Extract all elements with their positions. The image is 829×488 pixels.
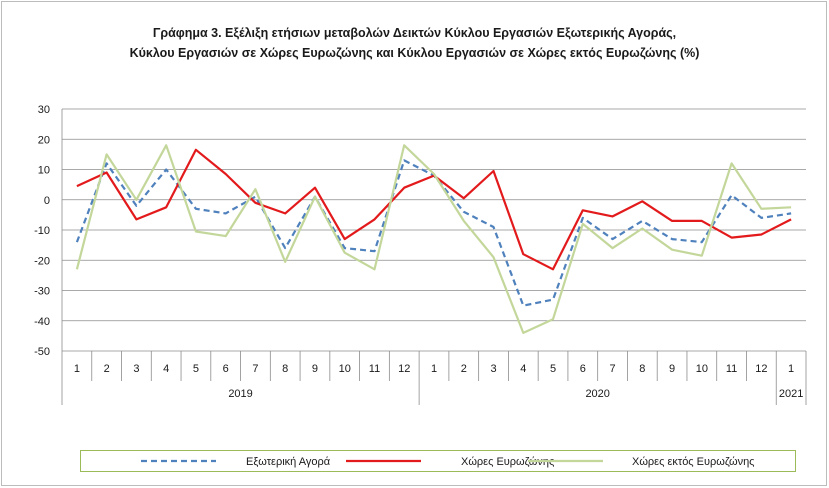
chart-title: Γράφημα 3. Εξέλιξη ετήσιων μεταβολών Δει… — [152, 26, 677, 40]
x-month-label: 7 — [609, 363, 615, 375]
x-month-label: 9 — [312, 363, 318, 375]
x-month-label: 8 — [639, 363, 645, 375]
x-month-label: 2 — [461, 363, 467, 375]
y-tick-label: -10 — [34, 225, 50, 237]
x-month-label: 4 — [163, 363, 169, 375]
legend-label: Εξωτερική Αγορά — [246, 456, 331, 468]
y-tick-label: -40 — [34, 316, 50, 328]
x-month-label: 12 — [398, 363, 410, 375]
x-month-label: 2 — [104, 363, 110, 375]
x-year-label: 2021 — [779, 388, 803, 400]
series-lines — [75, 144, 792, 334]
x-month-label: 3 — [490, 363, 496, 375]
x-month-label: 1 — [74, 363, 80, 375]
y-tick-label: 0 — [44, 195, 50, 207]
x-month-label: 10 — [339, 363, 351, 375]
y-tick-label: 30 — [38, 104, 50, 116]
x-month-label: 10 — [696, 363, 708, 375]
x-month-label: 11 — [726, 363, 737, 375]
legend-label: Χώρες εκτός Ευρωζώνης — [632, 456, 755, 468]
y-tick-label: 20 — [38, 134, 50, 146]
x-month-label: 6 — [223, 363, 229, 375]
x-month-label: 12 — [755, 363, 767, 375]
y-tick-label: -20 — [34, 255, 50, 267]
chart-subtitle: Κύκλου Εργασιών σε Χώρες Ευρωζώνης και Κ… — [129, 46, 700, 60]
legend-label: Χώρες Ευρωζώνης — [461, 456, 554, 468]
x-month-label: 1 — [788, 363, 794, 375]
x-month-label: 1 — [431, 363, 437, 375]
x-month-label: 5 — [550, 363, 556, 375]
y-axis-ticks: 30 20 10 0 -10 -20 -30 -40 -50 — [34, 104, 50, 358]
gridlines — [62, 108, 806, 352]
x-month-label: 5 — [193, 363, 199, 375]
x-month-label: 4 — [520, 363, 526, 375]
x-month-label: 9 — [669, 363, 675, 375]
x-month-label: 3 — [133, 363, 139, 375]
y-tick-label: -30 — [34, 286, 50, 298]
x-month-label: 7 — [252, 363, 258, 375]
x-month-label: 6 — [580, 363, 586, 375]
series-line-non-eurozone — [75, 144, 792, 334]
y-tick-label: -50 — [34, 346, 50, 358]
x-year-label: 2020 — [585, 388, 609, 400]
x-year-label: 2019 — [228, 388, 252, 400]
y-tick-label: 10 — [38, 165, 50, 177]
x-month-label: 8 — [282, 363, 288, 375]
series-line-external-market — [75, 159, 792, 307]
chart-legend: Εξωτερική Αγορά Χώρες Ευρωζώνης Χώρες εκτό… — [80, 450, 796, 472]
x-month-label: 11 — [369, 363, 380, 375]
